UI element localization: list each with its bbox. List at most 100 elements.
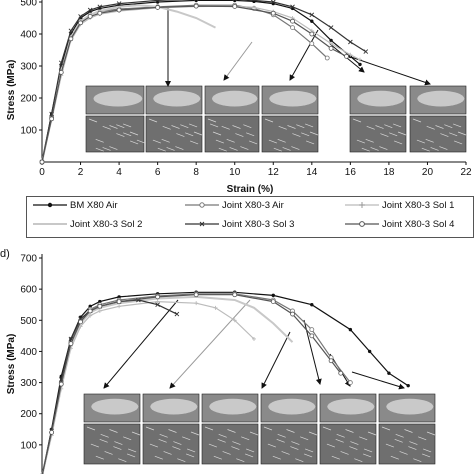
fractography-texture [102, 147, 111, 151]
fractography-photo [349, 115, 407, 153]
fractography-texture [186, 448, 196, 453]
fractography-texture [244, 453, 254, 458]
data-point [88, 304, 92, 308]
fractography-texture [453, 140, 463, 145]
data-point [348, 39, 353, 45]
fractography-texture [175, 146, 184, 150]
x-tick-label: 2 [78, 167, 84, 178]
data-point [290, 25, 295, 31]
fractography-texture [335, 438, 344, 443]
fractography-texture [161, 138, 170, 143]
pointer-arrow [223, 41, 253, 81]
specimen-highlight [91, 398, 139, 415]
data-point [155, 0, 160, 3]
fractography-texture [109, 125, 118, 129]
fractography-texture [354, 458, 363, 463]
fractography-texture [109, 146, 118, 150]
x-tick-label: 18 [383, 167, 395, 178]
fractography-texture [113, 446, 122, 450]
fractography-texture [114, 441, 123, 445]
fractography-texture [425, 138, 434, 143]
fractography-texture [272, 455, 281, 460]
pointer-arrow [103, 299, 179, 389]
fractography-texture [159, 433, 168, 438]
fracture-photo [204, 85, 260, 153]
data-point [174, 311, 180, 317]
fractography-texture [243, 124, 252, 129]
data-point [290, 4, 295, 10]
data-point [270, 299, 276, 304]
fractography-texture [349, 446, 358, 450]
fractography-texture [236, 458, 245, 463]
x-tick-label: 8 [193, 167, 199, 178]
data-point [309, 31, 315, 37]
fractography-texture [389, 132, 398, 137]
fractography-texture [303, 453, 313, 458]
fractography-texture [408, 446, 417, 450]
legend-marker-icon [33, 203, 67, 208]
fractography-texture [222, 451, 231, 455]
fractography-texture [226, 138, 235, 143]
fractography-texture [366, 125, 375, 130]
fractography-texture [457, 131, 467, 136]
data-point [387, 371, 391, 375]
fractography-texture [207, 118, 217, 123]
data-point [155, 299, 160, 304]
fractography-texture [435, 125, 444, 129]
fractography-photo [83, 423, 141, 465]
data-point [406, 383, 410, 388]
data-point [58, 381, 64, 387]
pointer-arrow [351, 371, 405, 390]
fractography-texture [189, 140, 199, 145]
specimen-highlight [357, 90, 405, 107]
data-point [310, 303, 314, 307]
fractography-texture [241, 436, 250, 441]
data-point [232, 318, 237, 323]
fractography-texture [158, 438, 167, 443]
fractography-texture [409, 441, 418, 445]
bottom-series [40, 290, 410, 474]
fractography-texture [379, 146, 388, 150]
data-point [87, 308, 93, 314]
fractography-texture [248, 140, 258, 145]
fractography-texture [90, 443, 100, 448]
fractography-texture [326, 443, 336, 448]
data-point [348, 52, 353, 57]
fractography-texture [180, 124, 189, 129]
fracture-photo [319, 393, 377, 465]
fractography-photo [85, 115, 145, 153]
data-point [233, 0, 237, 3]
fractography-texture [277, 138, 286, 143]
y-tick-label: 100 [20, 440, 37, 451]
fractography-texture [395, 433, 404, 438]
fracture-photo [142, 393, 200, 465]
data-point [290, 18, 295, 24]
fractography-texture [218, 433, 227, 438]
fracture-images-top [85, 6, 467, 153]
fractography-texture [268, 139, 278, 144]
fractography-texture [218, 147, 227, 152]
fractography-texture [95, 147, 104, 152]
fractography-photo [145, 115, 203, 153]
fractography-texture [273, 147, 282, 152]
data-point [116, 299, 122, 304]
fractography-texture [145, 426, 155, 431]
y-tick-label: 700 [20, 254, 37, 265]
data-point [324, 55, 330, 61]
y-tick-label: 500 [20, 0, 37, 9]
fractography-texture [278, 125, 287, 130]
fractography-texture [204, 426, 214, 431]
data-point [358, 57, 362, 62]
y-tick-label: 600 [20, 285, 37, 296]
data-point [232, 4, 238, 9]
legend-label: Joint X80-3 Air [222, 200, 284, 211]
fracture-photo [145, 85, 203, 153]
data-point [252, 5, 256, 10]
data-point [367, 349, 372, 354]
fracture-photo [378, 393, 436, 465]
stress-strain-chart-bottom: 100 200 300 400 500 600 700 Stress (MPa) [6, 254, 436, 474]
fractography-texture [176, 133, 185, 137]
fractography-texture [129, 140, 139, 145]
data-point [329, 38, 333, 43]
fractography-texture [215, 139, 225, 144]
